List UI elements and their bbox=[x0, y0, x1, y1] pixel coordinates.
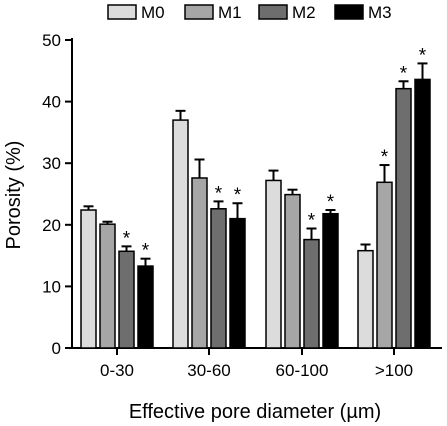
bar bbox=[210, 208, 227, 349]
legend-label: M1 bbox=[218, 3, 242, 22]
x-tick-label: 60-100 bbox=[276, 361, 329, 380]
legend-swatch bbox=[184, 4, 214, 20]
y-axis: 0 10 20 30 40 50 bbox=[42, 31, 73, 358]
bar bbox=[172, 119, 189, 349]
y-tick-label: 0 bbox=[52, 339, 61, 358]
significance-marker: * bbox=[400, 63, 408, 84]
y-axis-label: Porosity (%) bbox=[3, 141, 25, 250]
legend-swatch bbox=[258, 4, 288, 20]
x-tick-label: 0-30 bbox=[100, 361, 134, 380]
y-tick-label: 30 bbox=[42, 154, 61, 173]
y-tick-label: 20 bbox=[42, 216, 61, 235]
significance-marker: * bbox=[381, 147, 389, 168]
x-axis: 0-30 30-60 60-100 >100 bbox=[72, 347, 442, 380]
bar bbox=[284, 193, 301, 349]
bar bbox=[118, 250, 135, 349]
y-tick-label: 10 bbox=[42, 277, 61, 296]
bar bbox=[322, 212, 339, 349]
x-axis-label: Effective pore diameter (µm) bbox=[129, 401, 381, 423]
bar bbox=[99, 223, 116, 349]
bar bbox=[414, 78, 431, 349]
legend-label: M2 bbox=[292, 3, 316, 22]
legend-label: M0 bbox=[141, 3, 165, 22]
legend-label: M3 bbox=[368, 3, 392, 22]
legend: M0 M1 M2 M3 bbox=[107, 3, 392, 22]
x-tick-label: 30-60 bbox=[187, 361, 230, 380]
significance-marker: * bbox=[419, 45, 427, 66]
legend-swatch bbox=[334, 4, 364, 20]
y-tick-label: 50 bbox=[42, 31, 61, 50]
significance-marker: * bbox=[234, 185, 242, 206]
bar bbox=[395, 87, 412, 349]
legend-swatch bbox=[107, 4, 137, 20]
significance-marker: * bbox=[142, 241, 150, 262]
significance-marker: * bbox=[327, 192, 335, 213]
y-tick-label: 40 bbox=[42, 93, 61, 112]
significance-marker: * bbox=[308, 210, 316, 231]
bar bbox=[229, 217, 246, 349]
x-tick-label: >100 bbox=[375, 361, 413, 380]
bar bbox=[376, 181, 393, 349]
bar bbox=[191, 177, 208, 349]
bar bbox=[80, 209, 97, 349]
bars: * * * * * * * * * bbox=[80, 45, 431, 349]
bar bbox=[303, 238, 320, 349]
significance-marker: * bbox=[123, 228, 131, 249]
bar bbox=[137, 265, 154, 349]
significance-marker: * bbox=[215, 183, 223, 204]
bar bbox=[357, 249, 374, 349]
bar bbox=[265, 179, 282, 349]
